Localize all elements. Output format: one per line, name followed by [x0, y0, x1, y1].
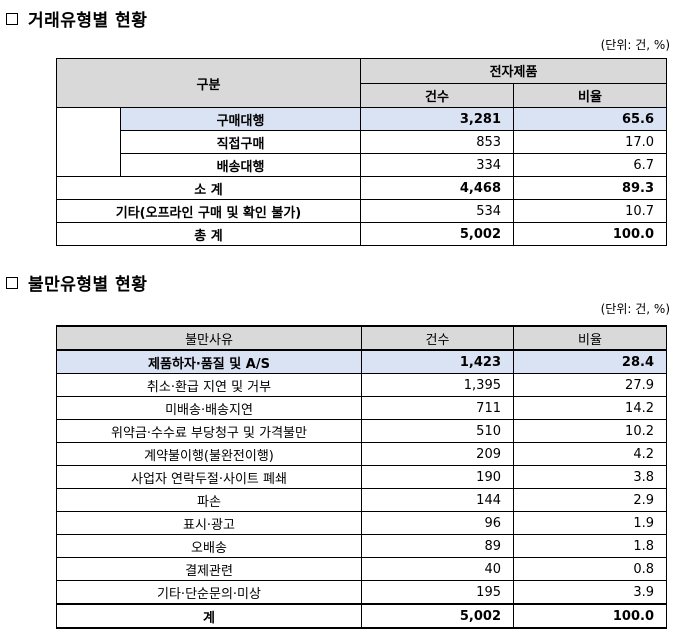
row-count: 1,395 [361, 373, 514, 397]
row-ratio: 65.6 [513, 107, 668, 131]
row-count: 1,423 [361, 349, 514, 374]
table-header-row: 구분 전자제품 [55, 58, 668, 108]
row-label: 배송대행 [119, 153, 362, 177]
row-label: 취소·환급 지연 및 거부 [56, 373, 362, 397]
row-label: 오배송 [56, 534, 362, 558]
header-group: 전자제품 [360, 58, 668, 84]
row-count: 3,281 [360, 107, 515, 131]
row-label: 제품하자·품질 및 A/S [56, 349, 362, 374]
header-ratio: 비율 [513, 325, 667, 351]
total-count: 5,002 [361, 603, 514, 629]
subtotal-ratio: 89.3 [513, 176, 668, 200]
total-row: 계 5,002 100.0 [56, 603, 667, 629]
header-count: 건수 [360, 82, 515, 108]
table-row: 파손 144 2.9 [56, 488, 667, 512]
table-row: 사업자 연락두절·사이트 폐쇄 190 3.8 [56, 465, 667, 489]
table-row: 제품하자·품질 및 A/S 1,423 28.4 [56, 349, 667, 374]
section2-title: 불만유형별 현황 [28, 275, 148, 295]
row-ratio: 0.8 [513, 557, 667, 581]
row-ratio: 17.0 [513, 130, 668, 154]
row-count: 853 [360, 130, 515, 154]
section1-unit: (단위: 건, %) [600, 38, 670, 52]
row-label: 직접구매 [119, 130, 362, 154]
other-count: 534 [360, 199, 515, 223]
row-ratio: 6.7 [513, 153, 668, 177]
subtotal-count: 4,468 [360, 176, 515, 200]
indent-cell [56, 107, 121, 177]
section2-unit: (단위: 건, %) [600, 302, 670, 316]
row-count: 96 [361, 511, 514, 535]
checkbox-square-icon [6, 276, 18, 289]
table-row: 오배송 89 1.8 [56, 534, 667, 558]
table-row: 미배송·배송지연 711 14.2 [56, 396, 667, 420]
row-count: 334 [360, 153, 515, 177]
table-row: 구매대행 3,281 65.6 [56, 107, 668, 177]
row-label: 구매대행 [119, 107, 362, 131]
row-label: 결제관련 [56, 557, 362, 581]
row-count: 209 [361, 442, 514, 466]
table-row: 결제관련 40 0.8 [56, 557, 667, 581]
table-row: 배송대행 334 6.7 [57, 153, 668, 177]
row-ratio: 1.8 [513, 534, 667, 558]
row-ratio: 2.9 [513, 488, 667, 512]
header-category: 구분 [55, 58, 362, 108]
checkbox-square-icon [6, 12, 18, 25]
table-row: 계약불이행(불완전이행) 209 4.2 [56, 442, 667, 466]
row-ratio: 3.8 [513, 465, 667, 489]
row-count: 190 [361, 465, 514, 489]
total-ratio: 100.0 [513, 603, 667, 629]
row-ratio: 3.9 [513, 580, 667, 605]
table-row: 직접구매 853 17.0 [57, 130, 668, 154]
table-row: 기타·단순문의·미상 195 3.9 [56, 580, 667, 605]
row-label: 사업자 연락두절·사이트 폐쇄 [56, 465, 362, 489]
row-count: 711 [361, 396, 514, 420]
other-ratio: 10.7 [513, 199, 668, 223]
row-ratio: 10.2 [513, 419, 667, 443]
table-header-row: 불만사유 건수 비율 [56, 325, 667, 351]
row-count: 40 [361, 557, 514, 581]
row-label: 계약불이행(불완전이행) [56, 442, 362, 466]
table-row: 취소·환급 지연 및 거부 1,395 27.9 [56, 373, 667, 397]
row-count: 510 [361, 419, 514, 443]
row-ratio: 14.2 [513, 396, 667, 420]
total-label: 총 계 [55, 222, 362, 246]
row-count: 144 [361, 488, 514, 512]
trade-type-table: 구분 전자제품 건수 비율 구매대행 3,281 65.6 직접구매 853 1… [55, 58, 668, 246]
row-label: 미배송·배송지연 [56, 396, 362, 420]
header-count: 건수 [361, 325, 514, 351]
complaint-type-table: 불만사유 건수 비율 제품하자·품질 및 A/S 1,423 28.4 취소·환… [56, 325, 667, 629]
row-ratio: 27.9 [513, 373, 667, 397]
section1-heading: 거래유형별 현황 [6, 6, 147, 31]
table-header-row: 건수 비율 [57, 82, 668, 108]
table-row: 위약금·수수료 부당청구 및 가격불만 510 10.2 [56, 419, 667, 443]
header-reason: 불만사유 [56, 325, 362, 351]
table-row: 표시·광고 96 1.9 [56, 511, 667, 535]
subtotal-row: 소 계 4,468 89.3 [55, 176, 668, 200]
row-label: 위약금·수수료 부당청구 및 가격불만 [56, 419, 362, 443]
row-label: 기타·단순문의·미상 [56, 580, 362, 605]
header-ratio: 비율 [513, 82, 668, 108]
section1-title: 거래유형별 현황 [28, 11, 148, 31]
total-row: 총 계 5,002 100.0 [55, 222, 668, 246]
row-ratio: 1.9 [513, 511, 667, 535]
row-ratio: 4.2 [513, 442, 667, 466]
other-label: 기타(오프라인 구매 및 확인 불가) [55, 199, 362, 223]
subtotal-label: 소 계 [55, 176, 362, 200]
row-label: 파손 [56, 488, 362, 512]
total-ratio: 100.0 [513, 222, 668, 246]
other-row: 기타(오프라인 구매 및 확인 불가) 534 10.7 [55, 199, 668, 223]
section2-heading: 불만유형별 현황 [6, 270, 147, 295]
row-count: 89 [361, 534, 514, 558]
row-count: 195 [361, 580, 514, 605]
total-count: 5,002 [360, 222, 515, 246]
total-label: 계 [56, 603, 362, 629]
row-ratio: 28.4 [513, 349, 667, 374]
row-label: 표시·광고 [56, 511, 362, 535]
